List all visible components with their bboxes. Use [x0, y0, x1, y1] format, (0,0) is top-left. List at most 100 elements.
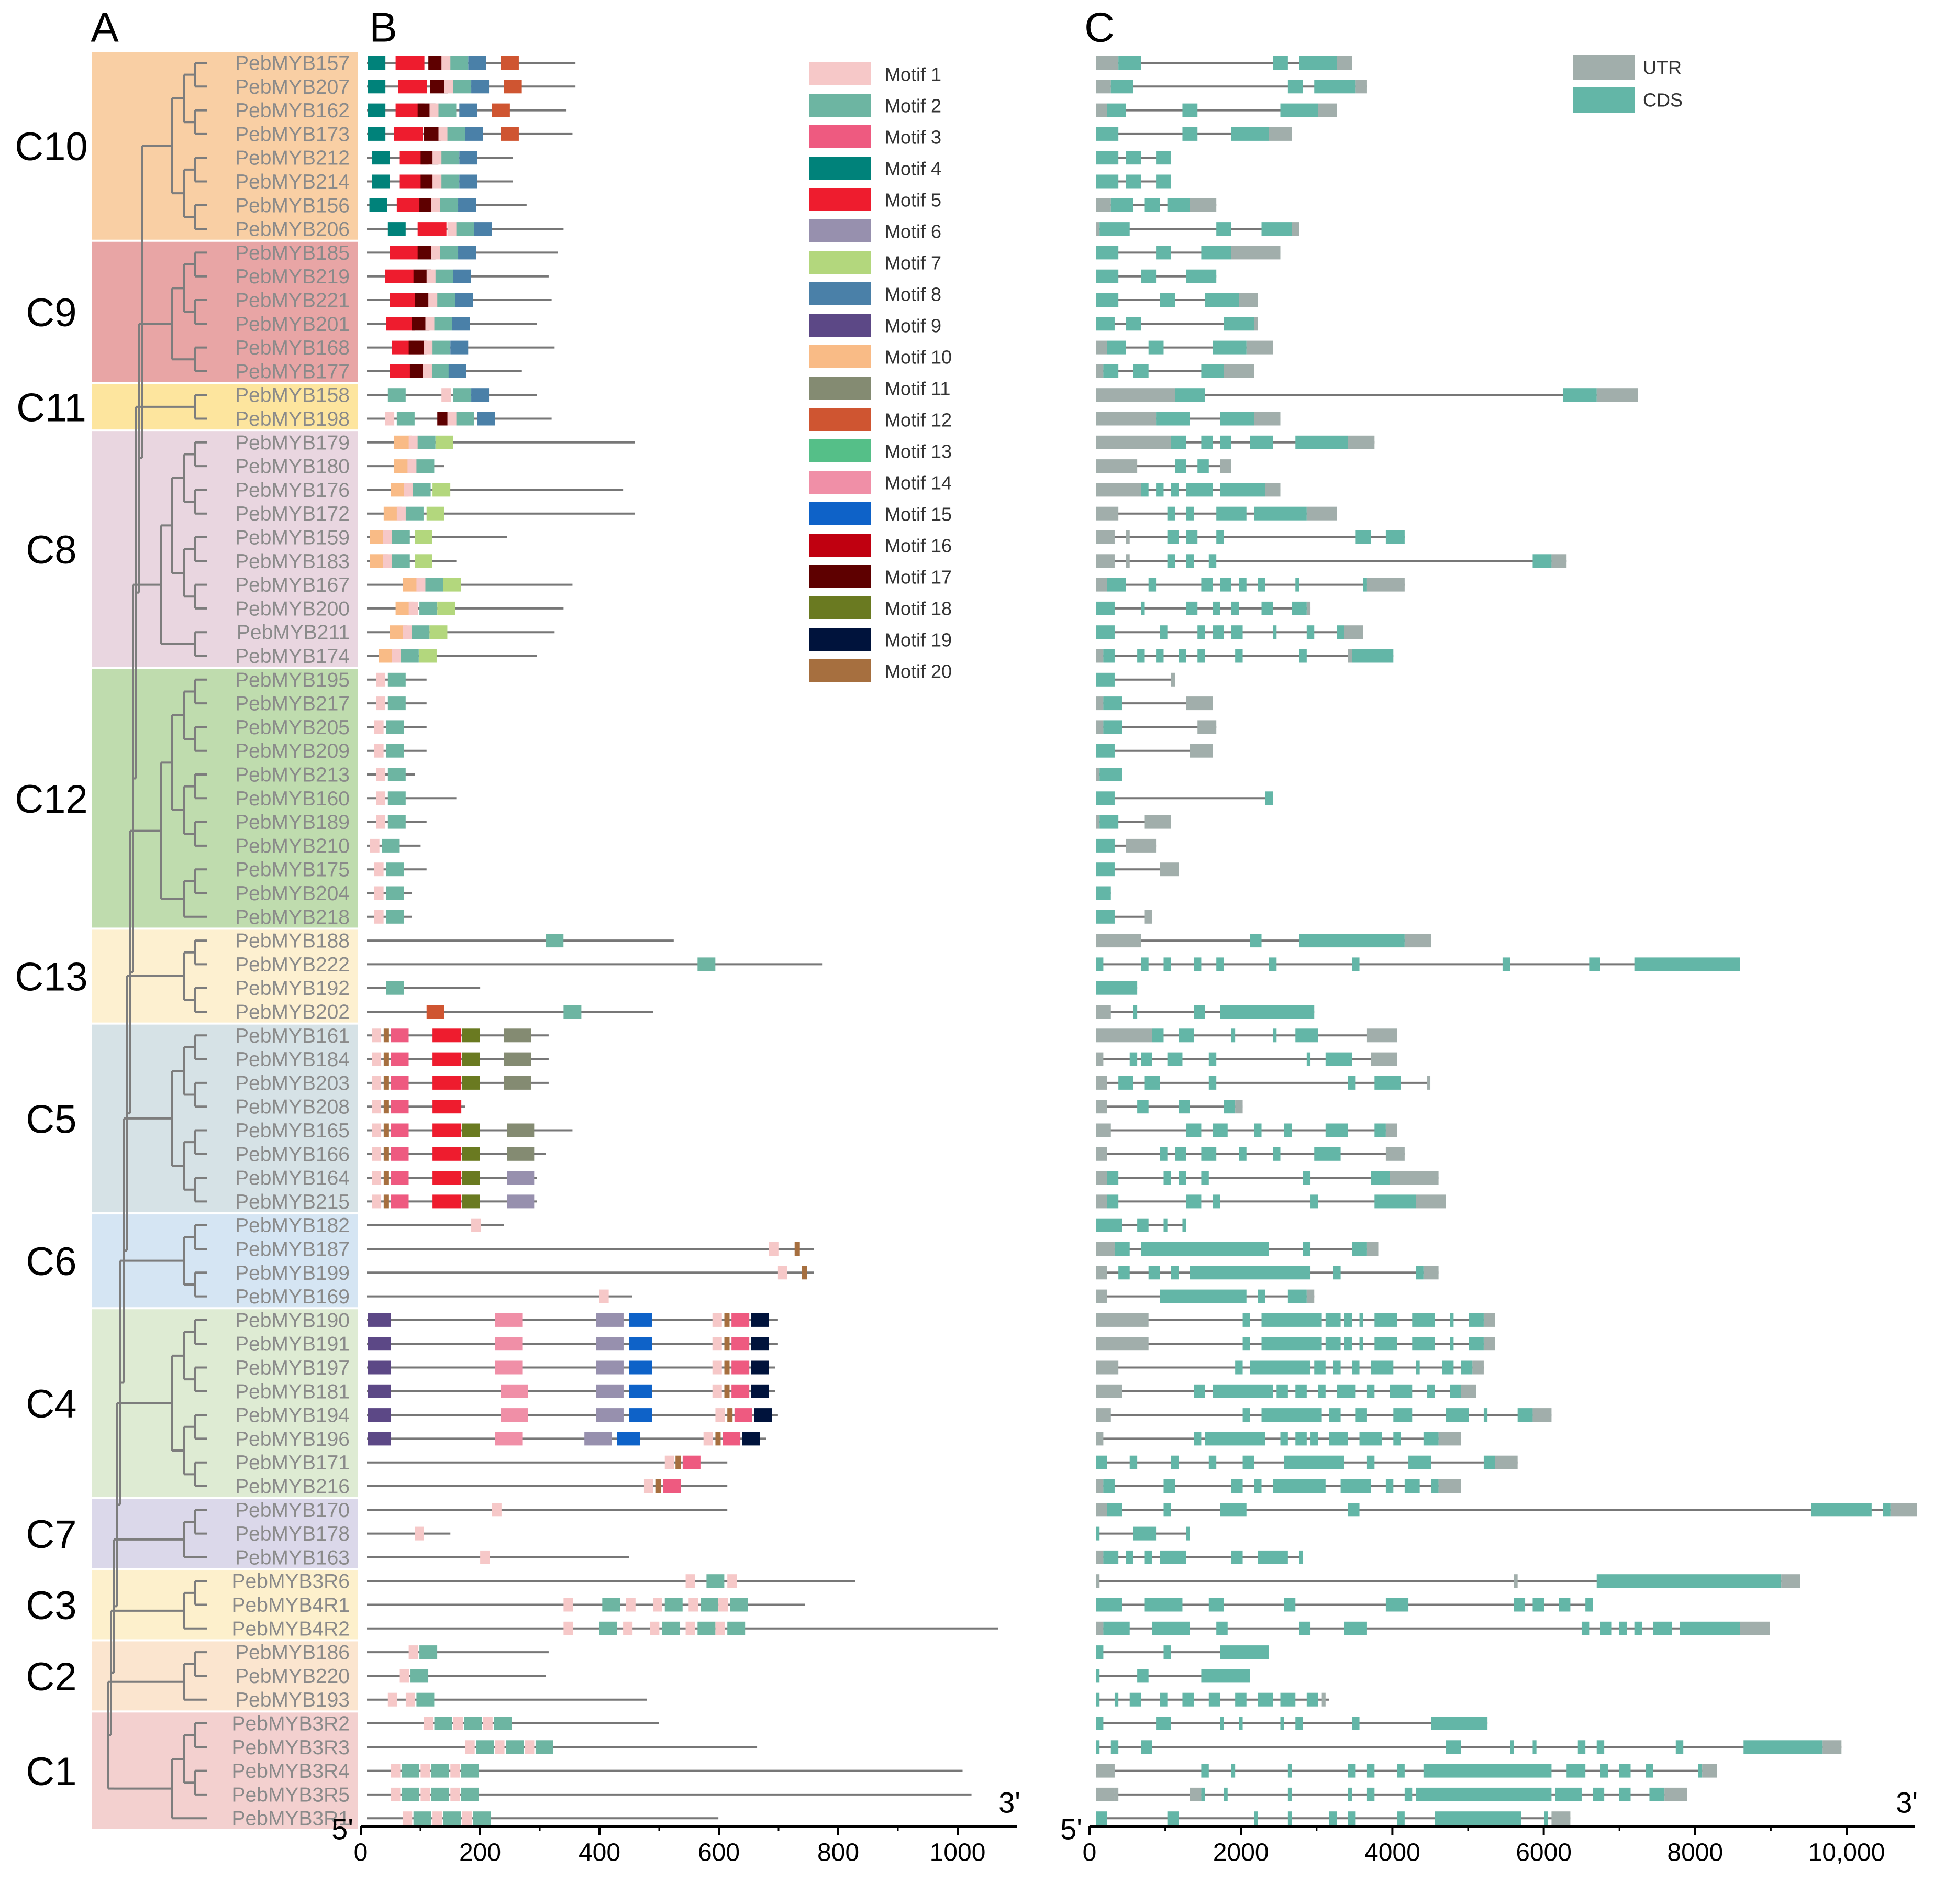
motif-legend-label: Motif 5 — [885, 190, 941, 211]
motif-legend-label: Motif 16 — [885, 535, 952, 557]
cds-exon — [1600, 1764, 1608, 1778]
cds-exon — [1107, 578, 1126, 592]
cds-exon — [1461, 1360, 1473, 1375]
motif-2-box — [443, 1811, 461, 1825]
gene-label: PebMYB199 — [235, 1262, 350, 1285]
cds-exon — [1205, 293, 1239, 307]
motif-11-box — [507, 1147, 535, 1161]
motif-1-box — [407, 459, 417, 473]
motif-1-box — [718, 1598, 728, 1612]
motif-6-box — [596, 1337, 624, 1351]
gene-label: PebMYB182 — [235, 1214, 350, 1237]
motif-11-box — [504, 1076, 531, 1090]
motif-1-box — [643, 1479, 653, 1493]
motif-1-box — [453, 1717, 463, 1730]
utr-region — [1235, 1100, 1243, 1114]
cds-exon — [1171, 435, 1186, 449]
utr-region — [1306, 1289, 1315, 1303]
motif-1-box — [715, 1621, 725, 1635]
cds-exon — [1201, 1147, 1217, 1161]
axis-start-label: 5' — [1060, 1813, 1082, 1846]
utr-region — [1096, 554, 1115, 568]
motif-legend-swatch — [809, 62, 871, 85]
gene-label: PebMYB217 — [235, 693, 350, 715]
cds-exon — [1118, 1266, 1130, 1280]
utr-region — [1144, 815, 1171, 829]
cds-exon — [1220, 435, 1231, 449]
cds-exon — [1175, 388, 1205, 402]
motif-2-box — [701, 1598, 718, 1612]
gene-label: PebMYB193 — [235, 1689, 350, 1711]
gene-label: PebMYB156 — [235, 194, 350, 217]
motif-3-box — [682, 1455, 701, 1469]
motif-1-box — [423, 364, 432, 378]
cds-exon — [1110, 198, 1133, 212]
cds-exon — [1359, 1313, 1363, 1327]
utr-region — [1355, 80, 1367, 94]
motif-14-box — [495, 1313, 523, 1327]
motif-20-box — [724, 1337, 730, 1351]
utr-region — [1096, 1289, 1107, 1303]
motif-18-box — [462, 1123, 480, 1137]
gene-label: PebMYB168 — [235, 337, 350, 359]
motif-6-box — [507, 1194, 535, 1209]
cds-exon — [1216, 530, 1224, 544]
cds-exon — [1325, 1337, 1341, 1351]
motif-10-box — [394, 435, 412, 449]
motif-18-box — [462, 1052, 480, 1066]
cds-exon — [1284, 1598, 1296, 1612]
gene-label: PebMYB194 — [235, 1404, 350, 1427]
cds-exon — [1355, 530, 1371, 544]
cds-exon — [1148, 1266, 1160, 1280]
motif-4-box — [372, 151, 390, 165]
motif-8-box — [465, 127, 483, 141]
utr-region — [1096, 412, 1157, 426]
utr-region — [1423, 1266, 1439, 1280]
utr-region — [1160, 862, 1179, 877]
utr-region — [1438, 1432, 1461, 1446]
motif-legend-swatch — [809, 596, 871, 619]
gene-label: PebMYB204 — [235, 882, 350, 905]
motif-1-box — [392, 649, 402, 663]
cds-exon — [1163, 1645, 1171, 1659]
gene-label: PebMYB191 — [235, 1333, 350, 1356]
motif-legend-swatch — [809, 188, 871, 211]
cds-exon — [1284, 1123, 1292, 1137]
motif-legend-swatch — [809, 314, 871, 337]
gene-label: PebMYB179 — [235, 431, 350, 454]
motif-5-box — [432, 1194, 462, 1209]
motif-3-box — [734, 1408, 752, 1422]
utr-region — [1096, 1550, 1104, 1564]
motif-14-box — [501, 1384, 528, 1398]
motif-14-box — [495, 1337, 523, 1351]
motif-2-box — [431, 1764, 449, 1778]
cds-exon — [1137, 1100, 1149, 1114]
motif-2-box — [387, 791, 406, 805]
motif-20-box — [383, 1194, 389, 1209]
motif-legend-label: Motif 18 — [885, 598, 952, 619]
cds-exon — [1096, 981, 1138, 995]
motif-1-box — [703, 1432, 713, 1446]
cds-exon — [1099, 815, 1119, 829]
utr-region — [1740, 1621, 1770, 1635]
cds-exon — [1239, 1147, 1247, 1161]
cds-exon — [1366, 1764, 1375, 1778]
gene-label: PebMYB162 — [235, 99, 350, 122]
clade-label: C12 — [15, 777, 87, 822]
motif-6-box — [596, 1384, 624, 1398]
cds-exon — [1325, 1313, 1341, 1327]
cds-exon — [1152, 1028, 1164, 1043]
cds-exon — [1374, 1337, 1397, 1351]
motif-2-box — [441, 151, 460, 165]
gene-label: PebMYB215 — [235, 1191, 350, 1213]
motif-1-box — [387, 1692, 397, 1707]
cds-exon — [1596, 1574, 1782, 1588]
cds-exon — [1144, 198, 1160, 212]
cds-exon — [1137, 1218, 1149, 1232]
motif-3-box — [391, 1028, 409, 1043]
motif-2-box — [434, 317, 452, 331]
gene-label: PebMYB3R2 — [232, 1713, 350, 1735]
cds-exon — [1163, 1479, 1175, 1493]
motif-2-box — [401, 649, 419, 663]
